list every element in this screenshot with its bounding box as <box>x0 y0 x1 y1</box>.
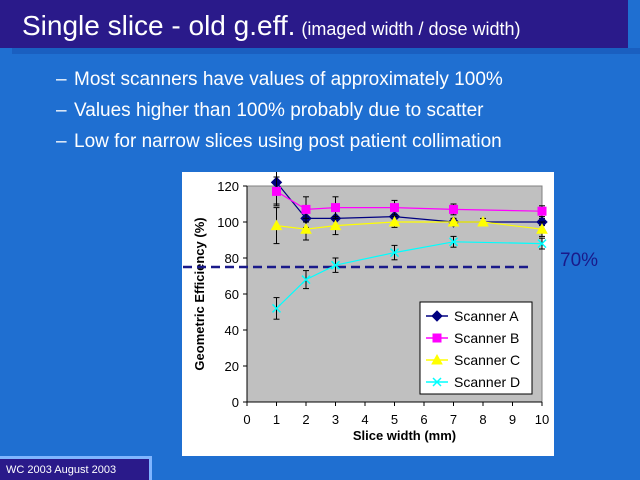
data-point <box>301 204 311 214</box>
legend-marker <box>432 333 442 343</box>
x-tick-label: 7 <box>450 412 457 427</box>
y-tick-label: 80 <box>225 251 239 266</box>
bullet-text: Low for narrow slices using post patient… <box>74 131 502 152</box>
x-tick-label: 10 <box>535 412 549 427</box>
data-point <box>388 215 401 227</box>
title-bar-shadow <box>12 48 640 54</box>
data-point <box>448 237 459 247</box>
legend-label: Scanner A <box>454 308 519 324</box>
legend-label: Scanner C <box>454 352 520 368</box>
bullet-text: Values higher than 100% probably due to … <box>74 100 484 121</box>
data-point <box>390 203 399 213</box>
footer: WC 2003 August 2003 <box>0 456 152 480</box>
y-tick-label: 60 <box>225 287 239 302</box>
legend-label: Scanner B <box>454 330 519 346</box>
x-axis-label: Slice width (mm) <box>353 428 456 443</box>
legend-marker <box>432 377 442 387</box>
x-tick-label: 5 <box>391 412 398 427</box>
data-point <box>271 303 282 313</box>
data-point <box>449 204 458 214</box>
data-point <box>272 186 281 196</box>
y-tick-label: 100 <box>217 215 239 230</box>
y-tick-label: 40 <box>225 323 239 338</box>
data-point <box>447 215 460 227</box>
y-tick-label: 120 <box>217 179 239 194</box>
bullet-marker: – <box>56 69 67 90</box>
data-point <box>389 248 400 258</box>
slide-title: Single slice - old g.eff. (imaged width /… <box>22 10 521 42</box>
data-point <box>270 219 283 231</box>
data-point <box>537 239 547 249</box>
bullet-item: – Values higher than 100% probably due to… <box>56 97 503 128</box>
bullet-text: Most scanners have values of approximate… <box>74 69 503 90</box>
chart-svg: 0 20 40 60 80 100 120 0 1 2 3 4 5 6 7 8 9 10 Slice width (… <box>127 160 549 443</box>
bullet-list: – Most scanners have values of approximat… <box>56 66 503 159</box>
data-point <box>331 203 340 213</box>
series-line-1 <box>276 190 543 212</box>
x-tick-label: 1 <box>273 412 280 427</box>
y-axis-label: Geometric Efficiency (%) <box>192 217 207 370</box>
footer-text: WC 2003 August 2003 <box>6 464 117 476</box>
legend-label: Scanner D <box>454 374 520 390</box>
data-point <box>329 219 342 231</box>
slide-title-text: Single slice - old g.eff. <box>22 10 296 41</box>
data-point <box>330 260 341 270</box>
legend-marker <box>431 353 443 365</box>
series-line-3 <box>276 241 543 309</box>
x-tick-label: 0 <box>243 412 250 427</box>
chart-container: 0 20 40 60 80 100 120 0 1 2 3 4 5 6 7 8 9 10 Slice width (… <box>127 160 554 456</box>
bullet-marker: – <box>56 131 67 152</box>
x-tick-label: 8 <box>479 412 486 427</box>
data-point <box>477 215 489 227</box>
title-bar: Single slice - old g.eff. (imaged width /… <box>0 0 628 48</box>
bullet-marker: – <box>56 100 67 121</box>
data-point <box>536 223 548 234</box>
x-tick-label: 6 <box>420 412 427 427</box>
x-tick-label: 3 <box>332 412 339 427</box>
bullet-item: – Most scanners have values of approximat… <box>56 66 503 97</box>
legend-marker <box>431 310 443 322</box>
slide-subtitle: (imaged width / dose width) <box>301 19 521 39</box>
data-point <box>300 223 312 234</box>
threshold-label: 70% <box>560 250 599 271</box>
y-tick-label: 20 <box>225 359 239 374</box>
x-tick-label: 4 <box>361 412 368 427</box>
y-tick-label: 0 <box>232 395 239 410</box>
bullet-item: – Low for narrow slices using post patien… <box>56 128 503 159</box>
data-point <box>301 275 311 285</box>
x-tick-label: 9 <box>509 412 516 427</box>
x-tick-label: 2 <box>302 412 309 427</box>
data-point <box>537 206 547 216</box>
